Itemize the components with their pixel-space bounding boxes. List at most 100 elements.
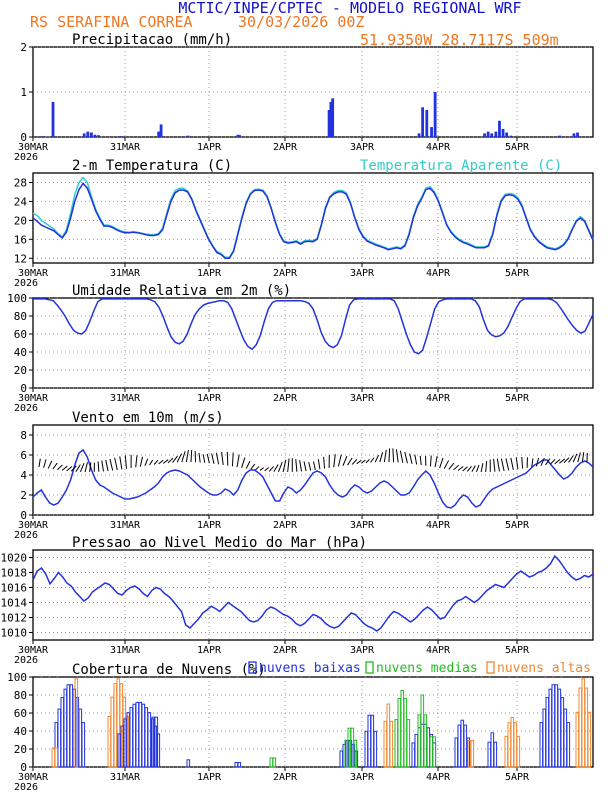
- cloud-bar: [69, 684, 74, 768]
- x-tick-label: 1APR: [197, 772, 222, 783]
- wind-arrow: [176, 453, 182, 463]
- cloud-bar: [51, 747, 56, 768]
- wind-arrow: [399, 450, 404, 463]
- cloud-bar: [74, 678, 79, 768]
- y-tick-label: 28: [14, 176, 27, 189]
- wind-arrow: [38, 458, 41, 468]
- x-tick-label: 4APR: [426, 520, 451, 531]
- wind-arrow: [414, 454, 418, 465]
- cloud-bar: [113, 683, 118, 768]
- panel-frame: [32, 297, 594, 389]
- wind-arrow: [198, 452, 201, 463]
- wind-arrow: [185, 449, 189, 463]
- precip-bar: [490, 133, 494, 137]
- x-tick-label: 5APR: [505, 393, 530, 404]
- wind-arrow: [149, 459, 154, 466]
- x-tick-label: 1APR: [197, 393, 222, 404]
- wind-arrow: [109, 458, 114, 471]
- cloud-bar: [234, 761, 239, 768]
- precip-bar: [498, 120, 501, 137]
- wind-arrow: [545, 458, 551, 466]
- x-tick-label: 2APR: [273, 393, 298, 404]
- cloud-bar: [539, 722, 544, 768]
- cloud-legend-swatch: [248, 661, 257, 674]
- cloud-bar: [411, 742, 416, 768]
- temperature-line: [32, 182, 594, 260]
- x-tick-label: 31MAR: [110, 393, 141, 404]
- precip-bar: [89, 132, 93, 137]
- wind-arrow: [75, 464, 81, 472]
- cloud-bar: [470, 740, 475, 768]
- wind-arrow: [471, 465, 476, 472]
- y-tick-label: 24: [14, 195, 28, 208]
- y-tick-label: 2: [20, 41, 27, 54]
- precip-bar: [509, 135, 513, 137]
- wind-arrow: [245, 460, 251, 469]
- x-tick-label: 3APR: [350, 268, 375, 279]
- wind-arrow: [448, 462, 455, 470]
- wind-arrow: [273, 464, 279, 472]
- wind-arrow: [202, 454, 206, 463]
- wind-arrow: [153, 459, 159, 465]
- x-tick-label: 1APR: [197, 520, 222, 531]
- cloud-bar: [414, 733, 419, 768]
- wind-arrow: [144, 458, 149, 467]
- cloud-bar: [420, 694, 425, 768]
- precip-bar: [331, 98, 335, 137]
- x-tick-label: 2APR: [273, 520, 298, 531]
- x-tick-label: 30MAR: [18, 142, 49, 153]
- wind-arrow: [374, 454, 379, 463]
- x-tick-label: 3APR: [350, 393, 375, 404]
- wind-arrow: [581, 452, 585, 463]
- wind-arrow: [181, 451, 186, 463]
- legend-apparent: Temperatura Aparente (C): [360, 158, 562, 174]
- x-tick-label: 5APR: [505, 142, 530, 153]
- cloud-bar: [403, 698, 408, 768]
- x-year-label: 2026: [14, 782, 38, 792]
- wind-arrow: [510, 457, 514, 470]
- cloud-bar: [423, 714, 428, 768]
- y-tick-label: 12: [14, 252, 27, 265]
- x-tick-label: 3APR: [350, 772, 375, 783]
- wind-arrow: [236, 454, 240, 468]
- wind-arrow: [206, 453, 210, 464]
- cloud-bar: [383, 720, 388, 768]
- wind-arrow: [577, 452, 581, 463]
- wind-arrow: [466, 466, 472, 472]
- cloud-bar: [542, 708, 547, 768]
- cloud-bar: [457, 724, 462, 768]
- x-tick-label: 30MAR: [18, 268, 49, 279]
- y-tick-label: 1014: [1, 597, 28, 610]
- wind-arrow: [395, 449, 399, 463]
- wind-arrow: [172, 455, 178, 463]
- cloud-bar: [460, 719, 465, 768]
- wind-arrow: [231, 452, 234, 467]
- wind-arrow: [365, 459, 370, 464]
- cloud-bar: [269, 757, 274, 768]
- wind-arrow: [356, 459, 362, 465]
- wind-arrow: [351, 459, 358, 465]
- cloud-bar: [353, 739, 358, 768]
- pressure-line: [32, 554, 594, 632]
- cloud-bar: [339, 750, 344, 768]
- cloud-bar: [548, 688, 553, 768]
- wind-arrow: [568, 455, 574, 463]
- wind-arrow: [221, 451, 224, 466]
- wind-arrow: [226, 451, 229, 466]
- precip-bar: [486, 131, 490, 137]
- precip-bar: [572, 133, 576, 137]
- wind-arrow: [549, 458, 556, 465]
- precip-bar: [97, 135, 100, 137]
- precip-bar: [425, 110, 429, 137]
- y-tick-label: 0: [20, 761, 27, 774]
- y-tick-label: 6: [20, 449, 27, 462]
- wind-arrow: [480, 463, 484, 473]
- cloud-bar: [367, 714, 372, 768]
- cloud-bar: [141, 703, 146, 768]
- y-tick-label: 0: [20, 382, 27, 395]
- y-tick-label: 8: [20, 429, 27, 442]
- y-tick-label: 60: [14, 328, 27, 341]
- x-tick-label: 31MAR: [110, 268, 141, 279]
- precip-bar: [430, 127, 433, 137]
- y-tick-label: 0: [20, 509, 27, 522]
